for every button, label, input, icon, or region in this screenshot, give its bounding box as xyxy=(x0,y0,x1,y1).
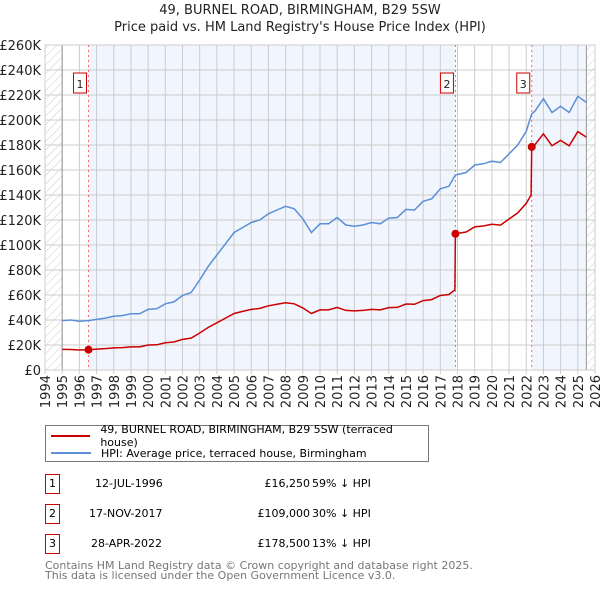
x-tick-label: 1994 xyxy=(39,375,54,408)
x-tick-label: 2005 xyxy=(228,375,243,408)
x-tick-label: 2022 xyxy=(520,375,535,408)
transaction-date: 12-JUL-1996 xyxy=(95,477,163,490)
x-tick-label: 2006 xyxy=(245,375,260,408)
x-tick-label: 1995 xyxy=(56,375,71,408)
y-tick-label: £260K xyxy=(0,39,41,54)
y-tick-label: £180K xyxy=(0,139,41,154)
sale-point xyxy=(451,229,460,238)
y-tick-label: £20K xyxy=(8,339,42,354)
transaction-marker: 1 xyxy=(45,474,60,494)
x-tick-label: 2000 xyxy=(142,375,157,408)
legend-item-hpi: HPI: Average price, terraced house, Birm… xyxy=(46,445,367,461)
x-tick-label: 1997 xyxy=(91,375,106,408)
legend-label: 49, BURNEL ROAD, BIRMINGHAM, B29 5SW (te… xyxy=(100,423,393,449)
x-tick-label: 2026 xyxy=(589,375,600,408)
x-tick-label: 2014 xyxy=(383,375,398,408)
transaction-date: 17-NOV-2017 xyxy=(89,507,163,520)
x-tick-label: 2018 xyxy=(452,375,467,408)
transaction-date: 28-APR-2022 xyxy=(91,537,163,550)
x-tick-label: 2023 xyxy=(537,375,552,408)
plot-border xyxy=(44,44,596,371)
y-tick-label: £160K xyxy=(0,164,41,179)
no-data-region xyxy=(586,45,595,370)
x-tick-label: 2007 xyxy=(262,375,277,408)
x-tick-label: 2010 xyxy=(314,375,329,408)
y-tick-label: £200K xyxy=(0,114,41,129)
y-tick-label: £40K xyxy=(8,314,42,329)
no-data-region xyxy=(45,45,63,370)
legend-swatch xyxy=(51,435,91,437)
legend: 49, BURNEL ROAD, BIRMINGHAM, B29 5SW (te… xyxy=(45,423,429,462)
x-tick-label: 2019 xyxy=(469,375,484,408)
x-tick-label: 1998 xyxy=(108,375,123,408)
transaction-price: £178,500 xyxy=(257,537,311,550)
chart-subtitle: Price paid vs. HM Land Registry's House … xyxy=(114,20,486,35)
footer-copyright: Contains HM Land Registry data © Crown c… xyxy=(45,559,473,572)
x-tick-label: 1999 xyxy=(125,375,140,408)
ownership-period-3 xyxy=(531,45,587,370)
x-tick-label: 2009 xyxy=(297,375,312,408)
x-tick-label: 2024 xyxy=(555,375,570,408)
ownership-period-1 xyxy=(88,45,456,370)
x-tick-label: 2025 xyxy=(572,375,587,408)
sale-label: 3 xyxy=(520,78,527,91)
legend-label: HPI: Average price, terraced house, Birm… xyxy=(101,446,367,460)
x-tick-label: 2004 xyxy=(211,375,226,408)
transaction-row: 1 12-JUL-1996 £16,250 59% ↓ HPI xyxy=(45,474,465,494)
x-tick-label: 2012 xyxy=(348,375,363,408)
transaction-hpi: 59% ↓ HPI xyxy=(312,477,371,490)
price-chart: £0 £20K £40K £60K £80K £100K £120K £140K £160K £1… xyxy=(0,39,600,408)
y-tick-label: £60K xyxy=(8,289,42,304)
x-tick-label: 2017 xyxy=(434,375,449,408)
y-tick-label: £220K xyxy=(0,89,41,104)
x-tick-label: 2020 xyxy=(486,375,501,408)
footer-licence: This data is licensed under the Open Gov… xyxy=(45,569,396,582)
y-tick-label: £240K xyxy=(0,64,41,79)
x-tick-label: 2015 xyxy=(400,375,415,408)
x-tick-label: 2003 xyxy=(194,375,209,408)
legend-item-property: 49, BURNEL ROAD, BIRMINGHAM, B29 5SW (te… xyxy=(46,423,428,449)
y-tick-label: £140K xyxy=(0,189,41,204)
x-tick-label: 2016 xyxy=(417,375,432,408)
sale-label-box xyxy=(72,72,87,94)
y-tick-label: £80K xyxy=(8,264,42,279)
y-tick-label: £0 xyxy=(24,364,41,379)
x-tick-label: 2013 xyxy=(366,375,381,408)
transaction-hpi: 30% ↓ HPI xyxy=(312,507,371,520)
transaction-price: £16,250 xyxy=(264,477,311,490)
sale-label-box xyxy=(516,72,531,94)
hpi-line xyxy=(62,95,587,323)
price-paid-line xyxy=(62,130,587,351)
transaction-marker: 2 xyxy=(45,504,60,524)
x-tick-label: 2021 xyxy=(503,375,518,408)
x-tick-label: 1996 xyxy=(73,375,88,408)
sale-label-box xyxy=(439,72,454,94)
x-tick-label: 2002 xyxy=(177,375,192,408)
x-tick-label: 2011 xyxy=(331,375,346,408)
transaction-row: 2 17-NOV-2017 £109,000 30% ↓ HPI xyxy=(45,504,465,524)
transaction-row: 3 28-APR-2022 £178,500 13% ↓ HPI xyxy=(45,534,465,554)
sale-point xyxy=(527,142,536,151)
transaction-price: £109,000 xyxy=(257,507,311,520)
x-tick-label: 2001 xyxy=(159,375,174,408)
y-tick-label: £120K xyxy=(0,214,41,229)
transaction-marker: 3 xyxy=(45,534,60,554)
sale-label: 2 xyxy=(443,78,450,91)
y-tick-label: £100K xyxy=(0,239,41,254)
sale-point xyxy=(84,345,93,354)
transaction-hpi: 13% ↓ HPI xyxy=(312,537,371,550)
sale-label: 1 xyxy=(76,78,83,91)
x-tick-label: 2008 xyxy=(280,375,295,408)
legend-swatch xyxy=(51,452,91,454)
chart-title: 49, BURNEL ROAD, BIRMINGHAM, B29 5SW xyxy=(159,3,441,18)
